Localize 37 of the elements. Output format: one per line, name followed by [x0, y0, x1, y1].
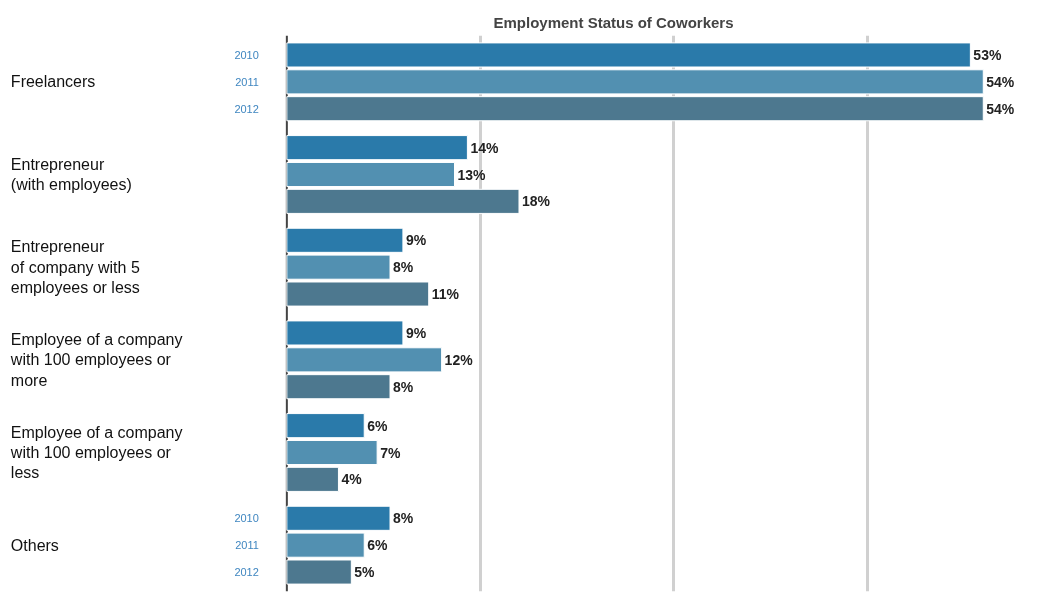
data-label: 53% — [973, 46, 1002, 63]
data-label: 54% — [986, 73, 1015, 90]
y-tick-label: Entrepreneur (with employees) — [10, 155, 132, 194]
data-label: 4% — [341, 471, 363, 488]
data-label: 9% — [405, 232, 427, 249]
data-label: 14% — [470, 139, 499, 156]
data-label: 54% — [986, 100, 1015, 117]
y-tick-label: Employee of a company with 100 employees or less — [9, 423, 183, 482]
data-label: 6% — [367, 417, 389, 434]
bar — [286, 161, 456, 188]
data-label: 9% — [405, 324, 427, 341]
text: 2011 — [235, 75, 259, 88]
bar — [286, 466, 339, 492]
data-label: 13% — [457, 166, 487, 183]
data-label: 8% — [393, 510, 414, 527]
chart-title: Employment Status of Coworkers — [493, 13, 734, 31]
bar — [286, 413, 365, 439]
data-label: 5% — [354, 564, 376, 581]
y-tick-label: Others — [10, 536, 59, 554]
data-label: 12% — [444, 351, 474, 368]
bar — [286, 188, 520, 214]
y-tick-label: Entrepreneur of company with 5 employees or less — [10, 238, 140, 297]
y-tick-label: Freelancers — [10, 73, 96, 91]
text: 2010 — [234, 512, 259, 525]
text: 2012 — [234, 566, 259, 579]
text: 2010 — [234, 48, 259, 61]
data-label: 8% — [393, 259, 414, 276]
data-label: 11% — [431, 286, 460, 303]
bar — [286, 135, 468, 161]
data-label: 7% — [380, 444, 401, 461]
data-label: 18% — [521, 193, 551, 210]
data-label: 8% — [393, 378, 414, 395]
text: 2012 — [234, 102, 259, 115]
bar — [286, 439, 378, 466]
y-tick-label: Employee of a company with 100 employees or more — [9, 330, 183, 389]
data-label: 6% — [367, 537, 389, 554]
text: 2011 — [235, 539, 259, 552]
